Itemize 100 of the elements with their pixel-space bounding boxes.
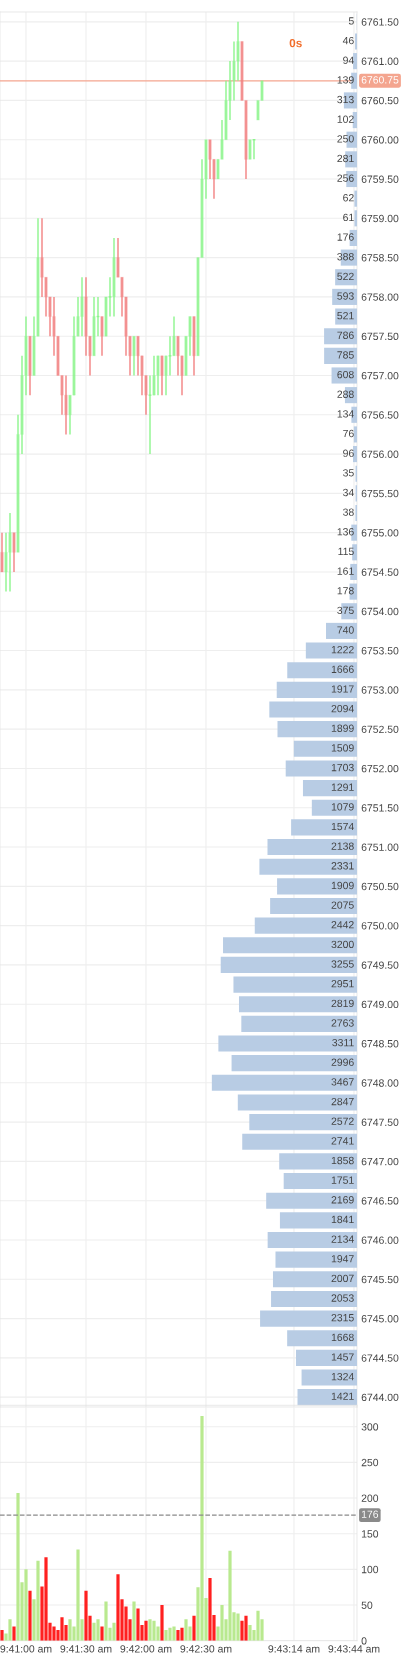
candlestick <box>48 296 52 337</box>
y-tick-label: 6753.50 <box>361 647 399 655</box>
bar <box>136 1608 140 1641</box>
candlestick <box>132 335 136 377</box>
bar <box>354 190 357 207</box>
data-label: 2075 <box>331 901 354 909</box>
data-label: 1858 <box>331 1156 354 1165</box>
x-tick-label: 9:42:30 am <box>180 1645 232 1653</box>
x-tick-label: 9:42:00 am <box>120 1645 172 1653</box>
candlestick <box>76 296 80 337</box>
data-label: 139 <box>337 76 354 84</box>
bar <box>305 642 357 659</box>
candlestick <box>212 158 216 200</box>
bar <box>132 1601 136 1641</box>
candlestick <box>36 217 40 337</box>
data-label: 2134 <box>331 1235 354 1243</box>
bar <box>353 53 357 70</box>
bar <box>237 1094 357 1111</box>
candlestick <box>256 99 260 121</box>
candlestick <box>124 296 128 357</box>
y-tick-label: 6754.00 <box>361 607 399 616</box>
y-tick-label: 6755.50 <box>361 489 399 498</box>
y-tick-label: 6748.50 <box>361 1040 399 1048</box>
bar <box>291 819 357 836</box>
bar <box>269 701 357 718</box>
bar <box>184 1619 188 1641</box>
y-tick-label: 6750.00 <box>361 922 399 930</box>
bar <box>223 937 357 954</box>
y-tick-label: 6755.00 <box>361 529 399 537</box>
data-label: 1509 <box>331 744 354 752</box>
data-label: 2331 <box>331 862 354 870</box>
candlestick <box>228 60 232 121</box>
y-tick-label: 150 <box>361 1530 379 1538</box>
candlestick <box>120 276 124 318</box>
data-label: 786 <box>337 331 354 339</box>
data-label: 38 <box>343 508 354 516</box>
data-label: 1666 <box>331 665 354 673</box>
bar <box>311 799 357 816</box>
data-label: 62 <box>343 194 354 202</box>
y-tick-label: 6746.00 <box>361 1236 399 1244</box>
data-label: 61 <box>343 213 354 222</box>
bar <box>271 1290 357 1307</box>
bar <box>244 1615 248 1641</box>
data-label: 1222 <box>331 645 354 654</box>
x-tick-label: 9:41:30 am <box>60 1645 112 1653</box>
data-label: 281 <box>337 154 354 163</box>
bar <box>96 1619 100 1641</box>
data-label: 176 <box>337 233 354 241</box>
candlestick <box>20 355 24 455</box>
data-label: 313 <box>337 95 354 104</box>
bar <box>279 1212 357 1229</box>
candlestick <box>44 276 48 318</box>
bar <box>36 1560 40 1641</box>
y-tick-label: 6761.00 <box>361 57 399 65</box>
y-tick-label: 6752.50 <box>361 725 399 734</box>
candlestick <box>176 335 180 377</box>
bar <box>220 1605 224 1641</box>
candlestick <box>208 139 212 180</box>
candlestick <box>248 139 252 161</box>
bar <box>208 1577 212 1641</box>
bar <box>324 347 357 364</box>
bar <box>267 838 357 856</box>
candlestick <box>200 158 204 259</box>
data-label: 3255 <box>331 960 354 968</box>
ref-line-label: 6760.75 <box>361 76 399 84</box>
bar <box>287 662 357 679</box>
data-label: 1841 <box>331 1215 354 1224</box>
bar <box>283 1172 357 1190</box>
bar <box>242 1133 357 1150</box>
bar <box>326 622 357 639</box>
candlestick <box>236 21 240 82</box>
bar <box>275 1251 357 1268</box>
data-label: 102 <box>337 115 354 123</box>
data-label: 1079 <box>331 803 354 811</box>
data-label: 2996 <box>331 1058 354 1066</box>
bar <box>112 1622 116 1641</box>
y-tick-label: 6745.00 <box>361 1315 399 1323</box>
data-label: 2847 <box>331 1097 354 1106</box>
candlestick <box>232 40 236 102</box>
data-label: 2442 <box>331 921 354 929</box>
bar <box>277 878 357 895</box>
data-label: 1574 <box>331 822 354 831</box>
data-label: 1947 <box>331 1255 354 1263</box>
candlestick <box>52 296 56 357</box>
data-label: 46 <box>342 36 354 45</box>
data-label: 76 <box>343 429 354 438</box>
y-tick-label: 6752.00 <box>361 764 399 773</box>
bar <box>279 1153 357 1170</box>
data-label: 2094 <box>331 704 354 713</box>
data-label: 375 <box>337 606 354 615</box>
y-tick-label: 100 <box>361 1565 379 1574</box>
y-tick-label: 6761.50 <box>361 18 399 26</box>
data-label: 136 <box>337 528 354 536</box>
bar <box>272 1271 357 1288</box>
candlestick <box>220 119 224 161</box>
y-tick-label: 6758.50 <box>361 254 399 262</box>
bar <box>297 1389 357 1406</box>
bar <box>200 1416 204 1641</box>
data-label: 593 <box>337 292 354 300</box>
candlestick <box>188 315 192 357</box>
